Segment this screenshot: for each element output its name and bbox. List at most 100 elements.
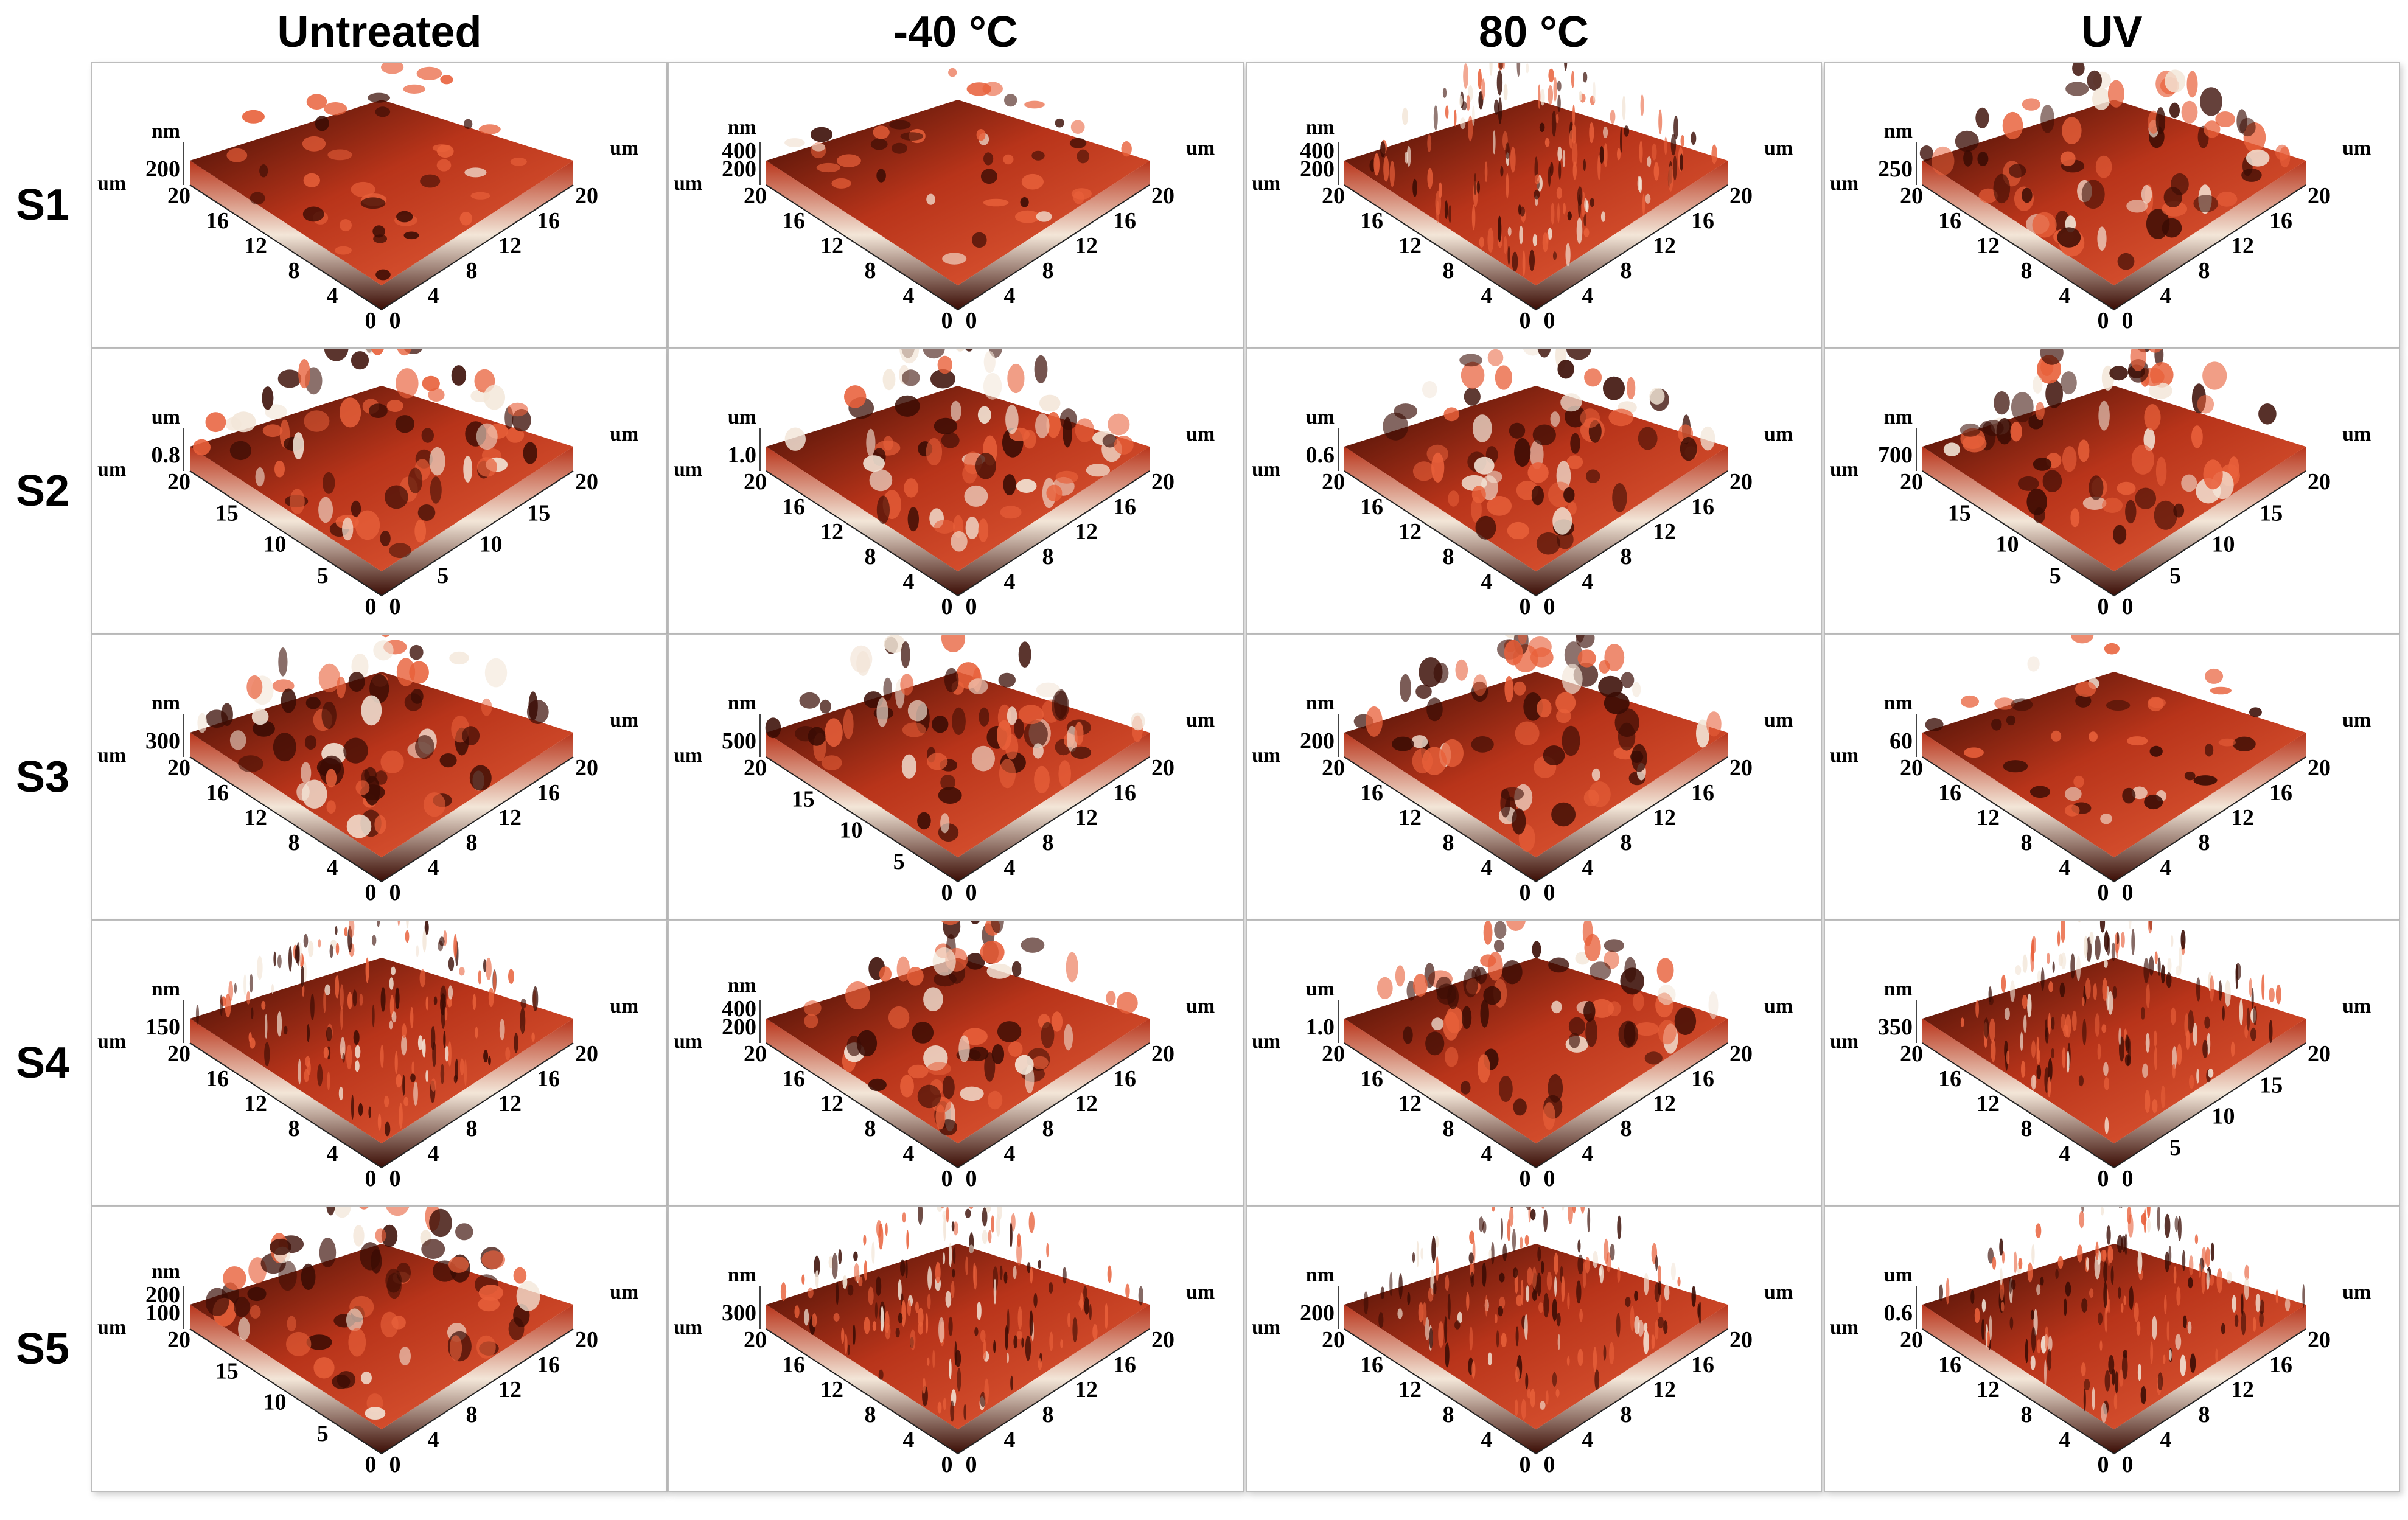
left-axis-unit: um [1830, 1030, 1858, 1053]
left-axis-tick-label: 12 [1977, 805, 2000, 831]
left-axis-tick-label: 16 [782, 1352, 805, 1378]
left-axis-tick-label: 16 [782, 1066, 805, 1092]
afm-panel: nm 300 um um 20 16 12 8 4 0 0 4 8 12 16 20 [668, 1206, 1244, 1492]
surface-base-axes [766, 756, 1150, 883]
right-axis-tick-label: 4 [1582, 1427, 1594, 1452]
right-axis-tick-label: 20 [575, 755, 598, 781]
afm-surface-plot: nm 700 um um 20 15 10 5 0 0 5 10 15 20 [1830, 349, 2371, 619]
left-axis-tick-label: 12 [244, 805, 267, 831]
right-axis-tick-label: 8 [1621, 830, 1632, 856]
left-axis-unit: um [97, 1030, 126, 1053]
surface-side-wall [2114, 447, 2306, 596]
right-axis-tick-label: 16 [1691, 1352, 1714, 1378]
surface-side-wall [2114, 733, 2306, 882]
left-axis-tick-label: 12 [820, 1091, 843, 1117]
surface-texture [765, 635, 1145, 842]
surface-top [1922, 1244, 2306, 1429]
surface-texture [195, 921, 539, 1137]
right-axis-tick-label: 5 [437, 563, 448, 588]
surface-side-wall [1344, 1305, 1536, 1454]
left-axis-tick-label: 8 [2021, 258, 2033, 284]
z-axis-tick-label: 0.6 [1306, 442, 1335, 468]
surface-base-axes [766, 1042, 1150, 1169]
left-axis-tick-label: 0 [1520, 594, 1531, 619]
left-axis-tick-label: 4 [1481, 1427, 1493, 1452]
left-axis-tick-label: 4 [1481, 855, 1493, 880]
afm-panel: nm 300 um um 20 16 12 8 4 0 0 4 8 12 16 20 [91, 634, 668, 920]
left-axis-tick-label: 4 [903, 569, 915, 594]
right-axis-tick-label: 12 [1653, 1377, 1676, 1403]
surface-texture [1925, 635, 2262, 824]
left-axis-tick-label: 12 [1398, 519, 1422, 545]
right-axis-tick-label: 10 [2212, 1104, 2235, 1129]
right-axis-tick-label: 16 [1691, 494, 1714, 520]
right-axis-tick-label: 0 [1544, 880, 1555, 905]
right-axis-tick-label: 20 [1151, 1327, 1174, 1353]
right-axis-tick-label: 20 [2308, 1041, 2331, 1067]
afm-panel: nm 200 um um 20 16 12 8 4 0 0 4 8 12 16 20 [1246, 1206, 1822, 1492]
right-axis-tick-label: 0 [2122, 880, 2134, 905]
right-axis-tick-label: 0 [389, 594, 401, 619]
left-axis-tick-label: 8 [2021, 830, 2033, 856]
left-axis-tick-label: 4 [903, 283, 915, 309]
surface-base-axes [189, 1042, 574, 1169]
right-axis-unit: um [2342, 137, 2371, 159]
right-axis-unit: um [610, 709, 638, 731]
right-axis-tick-label: 8 [1042, 258, 1054, 284]
right-axis-tick-label: 20 [1729, 1327, 1753, 1353]
right-axis-tick-label: 8 [1042, 1402, 1054, 1428]
right-axis-tick-label: 20 [2308, 755, 2331, 781]
left-axis-tick-label: 16 [1938, 1352, 1961, 1378]
z-axis-unit: nm [1884, 120, 1913, 142]
left-axis-tick-label: 20 [744, 183, 767, 209]
surface-top [1922, 672, 2306, 857]
left-axis-tick-label: 5 [2050, 563, 2061, 588]
afm-surface-plot: nm 300 um um 20 16 12 8 4 0 0 4 8 12 16 20 [97, 635, 638, 905]
left-axis-tick-label: 0 [941, 308, 953, 333]
right-axis-tick-label: 20 [1151, 1041, 1174, 1067]
right-axis-tick-label: 8 [1621, 544, 1632, 570]
right-axis-tick-label: 16 [2269, 208, 2292, 234]
afm-panel: nm 700 um um 20 15 10 5 0 0 5 10 15 20 [1824, 348, 2400, 634]
right-axis-tick-label: 12 [498, 1377, 522, 1403]
surface-base-axes [766, 470, 1150, 597]
left-axis-unit: um [1830, 1316, 1858, 1339]
left-axis-tick-label: 20 [1322, 755, 1345, 781]
right-axis-tick-label: 20 [1729, 183, 1753, 209]
right-axis-unit: um [2342, 995, 2371, 1017]
surface-side-wall [1922, 161, 2114, 310]
afm-panel: um 0.6 um um 20 16 12 8 4 0 0 4 8 12 16 20 [1246, 348, 1822, 634]
left-axis-tick-label: 10 [840, 818, 863, 843]
right-axis-tick-label: 0 [966, 880, 977, 905]
left-axis-unit: um [97, 458, 126, 481]
right-axis-tick-label: 8 [1042, 544, 1054, 570]
right-axis-tick-label: 12 [1075, 1377, 1098, 1403]
right-axis-unit: um [2342, 709, 2371, 731]
left-axis-unit: um [1830, 744, 1858, 767]
right-axis-tick-label: 20 [1729, 1041, 1753, 1067]
left-axis-tick-label: 0 [2098, 1166, 2109, 1191]
right-axis-tick-label: 16 [1691, 1066, 1714, 1092]
left-axis-tick-label: 0 [365, 594, 377, 619]
z-axis-unit: um [728, 406, 756, 428]
right-axis-tick-label: 4 [428, 1141, 439, 1166]
right-axis-tick-label: 8 [466, 830, 478, 856]
right-axis-tick-label: 20 [2308, 469, 2331, 495]
afm-surface-plot: um 1.0 um um 20 16 12 8 4 0 0 4 8 12 16 20 [674, 349, 1215, 619]
surface-side-wall [766, 1305, 958, 1454]
surface-side-wall [382, 161, 573, 310]
left-axis-unit: um [674, 172, 702, 195]
surface-side-wall [1922, 1019, 2114, 1168]
right-axis-unit: um [1764, 1281, 1793, 1303]
right-axis-tick-label: 8 [1042, 830, 1054, 856]
surface-side-wall [766, 1019, 958, 1168]
left-axis-tick-label: 12 [244, 233, 267, 259]
afm-panel: nm 200 um um 20 16 12 8 4 0 0 4 8 12 16 20 [91, 62, 668, 348]
right-axis-tick-label: 12 [498, 805, 522, 831]
surface-side-wall [958, 161, 1150, 310]
left-axis-tick-label: 20 [1900, 469, 1923, 495]
surface-top [190, 100, 573, 285]
left-axis-unit: um [1252, 172, 1280, 195]
left-axis-tick-label: 16 [206, 780, 229, 806]
